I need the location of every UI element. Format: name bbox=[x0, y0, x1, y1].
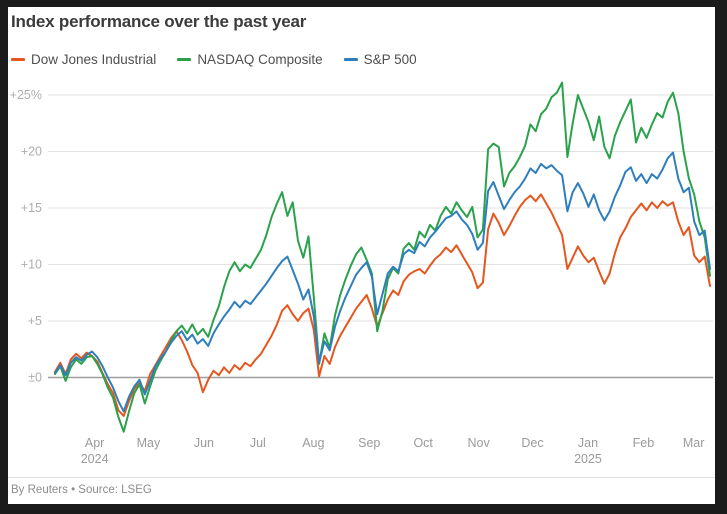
y-axis-tick-label: +5 bbox=[28, 314, 42, 328]
chart-title: Index performance over the past year bbox=[11, 12, 307, 31]
legend-label: S&P 500 bbox=[363, 52, 417, 67]
x-axis-month-label: Jan bbox=[578, 436, 598, 450]
legend-label: Dow Jones Industrial bbox=[31, 52, 157, 67]
x-axis-month-label: Aug bbox=[302, 436, 324, 450]
y-axis-tick-label: +20 bbox=[21, 145, 42, 159]
legend-label: NASDAQ Composite bbox=[197, 52, 323, 67]
y-axis-tick-label: ±0 bbox=[28, 371, 42, 385]
chart-card: Index performance over the past year Dow… bbox=[8, 7, 715, 504]
x-axis-month-label: Feb bbox=[633, 436, 655, 450]
legend-swatch-nasdaq-composite bbox=[177, 58, 192, 61]
legend: Dow Jones Industrial NASDAQ Composite S&P … bbox=[11, 52, 417, 67]
x-axis-month-label: Mar bbox=[683, 436, 705, 450]
legend-swatch-s-p-500 bbox=[343, 58, 358, 61]
footer-divider bbox=[8, 477, 715, 478]
x-axis-month-label: Apr bbox=[85, 436, 104, 450]
x-axis-year-label: 2025 bbox=[574, 452, 602, 466]
x-axis-month-label: Dec bbox=[521, 436, 543, 450]
y-axis-tick-label: +10 bbox=[21, 258, 42, 272]
x-axis-month-label: Nov bbox=[468, 436, 491, 450]
legend-item-s-p-500: S&P 500 bbox=[343, 52, 417, 67]
series-line-s-p-500 bbox=[54, 151, 711, 413]
y-axis-tick-label: +25% bbox=[10, 88, 42, 102]
x-axis-month-label: Sep bbox=[358, 436, 380, 450]
x-axis-month-label: May bbox=[137, 436, 161, 450]
legend-swatch-dow-jones-industrial bbox=[11, 58, 25, 61]
index-performance-chart: +25% +20 +15 +10 +5 ±0 Apr 2024 May Jun Jul Aug Sep O… bbox=[10, 81, 713, 466]
series-line-nasdaq-composite bbox=[54, 81, 711, 433]
x-axis-month-label: Jul bbox=[250, 436, 266, 450]
footer-attribution: By Reuters • Source: LSEG bbox=[11, 484, 152, 496]
y-axis-tick-label: +15 bbox=[21, 201, 42, 215]
x-axis-year-label: 2024 bbox=[81, 452, 109, 466]
legend-item-nasdaq-composite: NASDAQ Composite bbox=[177, 52, 323, 67]
x-axis-month-label: Oct bbox=[413, 436, 433, 450]
x-axis-month-label: Jun bbox=[194, 436, 214, 450]
legend-item-dow-jones-industrial: Dow Jones Industrial bbox=[11, 52, 156, 67]
